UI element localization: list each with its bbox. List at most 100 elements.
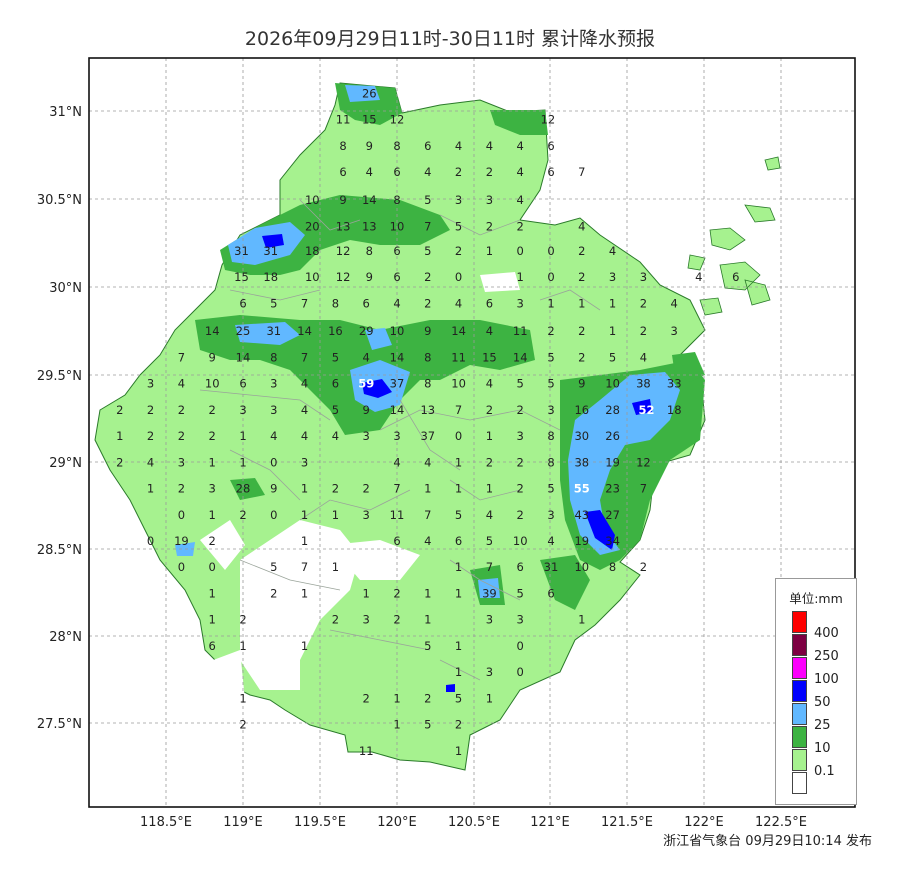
lat-label: 31°N: [49, 105, 82, 120]
rain-10-25-coast-se: [540, 555, 590, 610]
rain-value-label: 0: [517, 244, 524, 258]
rain-value-label: 6: [547, 586, 554, 600]
rain-value-label: 10: [305, 193, 320, 207]
rain-value-label: 5: [424, 193, 431, 207]
legend-label: 0.1: [814, 764, 835, 779]
rain-value-label: 4: [486, 508, 493, 522]
rain-value-label: 3: [239, 403, 246, 417]
legend-label: 25: [814, 718, 831, 733]
rain-value-label: 1: [424, 613, 431, 627]
rain-value-label: 10: [390, 219, 405, 233]
rain-value-label: 4: [578, 219, 585, 233]
lon-label: 118.5°E: [140, 815, 192, 830]
rain-value-label: 7: [301, 296, 308, 310]
rain-value-label: 9: [339, 193, 346, 207]
rain-value-label: 5: [455, 219, 462, 233]
rain-value-label: 6: [732, 270, 739, 284]
rain-value-label: 2: [424, 270, 431, 284]
rain-value-label: 5: [517, 586, 524, 600]
rain-value-label: 4: [671, 296, 678, 310]
rain-value-label: 55: [574, 482, 590, 496]
rain-value-label: 0: [547, 244, 554, 258]
rain-value-label: 7: [640, 482, 647, 496]
rain-value-label: 6: [486, 296, 493, 310]
rain-value-label: 43: [574, 508, 589, 522]
lon-label: 120.5°E: [448, 815, 500, 830]
rain-value-label: 1: [393, 718, 400, 732]
rain-value-label: 2: [486, 403, 493, 417]
rain-value-label: 2: [547, 324, 554, 338]
rain-value-label: 4: [301, 429, 308, 443]
rain-value-label: 1: [239, 691, 246, 705]
rain-value-label: 2: [424, 296, 431, 310]
rain-value-label: 1: [455, 560, 462, 574]
rain-value-label: 1: [517, 270, 524, 284]
rain-value-label: 4: [695, 270, 702, 284]
rain-value-label: 2: [332, 482, 339, 496]
rain-value-label: 2: [393, 613, 400, 627]
rain-value-label: 12: [336, 270, 351, 284]
rain-value-label: 4: [393, 296, 400, 310]
rain-value-label: 10: [513, 534, 528, 548]
rain-value-label: 0: [209, 560, 216, 574]
rain-value-label: 5: [270, 560, 277, 574]
rain-value-label: 6: [455, 534, 462, 548]
rain-value-label: 0: [455, 270, 462, 284]
rain-value-label: 5: [332, 403, 339, 417]
rain-value-label: 59: [358, 377, 374, 391]
map-frame: [88, 57, 856, 808]
rain-value-label: 5: [486, 534, 493, 548]
rain-value-label: 1: [393, 691, 400, 705]
rain-value-label: 5: [547, 482, 554, 496]
rain-value-label: 2: [578, 351, 585, 365]
rain-value-label: 1: [116, 429, 123, 443]
rain-value-label: 1: [455, 455, 462, 469]
rain-value-label: 20: [305, 219, 320, 233]
rain-value-label: 2: [455, 718, 462, 732]
rain-value-label: 2: [363, 691, 370, 705]
no-rain-area-sw2: [200, 520, 245, 570]
rain-50-100-south: [446, 684, 455, 692]
legend-swatch: [792, 749, 807, 771]
rain-value-label: 2: [393, 586, 400, 600]
rain-value-label: 1: [455, 744, 462, 758]
rain-value-label: 10: [574, 560, 589, 574]
issuer-note: 浙江省气象台 09月29日10:14 发布: [663, 834, 872, 849]
rain-25-50-west: [235, 322, 300, 345]
rain-value-label: 1: [486, 429, 493, 443]
rain-value-label: 2: [116, 403, 123, 417]
rain-value-label: 2: [578, 270, 585, 284]
rain-value-label: 2: [363, 482, 370, 496]
rain-value-label: 2: [517, 455, 524, 469]
rain-value-label: 14: [205, 324, 220, 338]
rain-value-label: 0: [178, 560, 185, 574]
rain-value-label: 14: [297, 324, 312, 338]
legend-swatch: [792, 726, 807, 748]
rain-value-label: 2: [455, 165, 462, 179]
rain-value-label: 3: [609, 270, 616, 284]
rain-value-label: 2: [178, 482, 185, 496]
rain-value-label: 3: [270, 403, 277, 417]
rain-value-label: 2: [486, 455, 493, 469]
rain-value-label: 4: [147, 455, 154, 469]
rain-50-100-center: [362, 379, 392, 398]
rain-value-label: 27: [605, 508, 620, 522]
rain-value-label: 8: [424, 351, 431, 365]
rain-value-label: 7: [455, 403, 462, 417]
rain-value-label: 3: [640, 270, 647, 284]
rain-value-label: 2: [640, 296, 647, 310]
rain-value-label: 1: [301, 508, 308, 522]
rain-value-label: 12: [336, 244, 351, 258]
rain-value-label: 3: [393, 429, 400, 443]
rain-value-label: 14: [451, 324, 466, 338]
county-borders: [199, 199, 601, 681]
legend-swatch: [792, 611, 807, 633]
rain-value-label: 0: [455, 429, 462, 443]
rain-value-label: 8: [393, 193, 400, 207]
rain-value-label: 0: [270, 508, 277, 522]
rain-10-25-island: [672, 352, 705, 382]
rain-value-label: 3: [517, 296, 524, 310]
legend-label: 50: [814, 695, 831, 710]
rain-value-label: 4: [301, 377, 308, 391]
